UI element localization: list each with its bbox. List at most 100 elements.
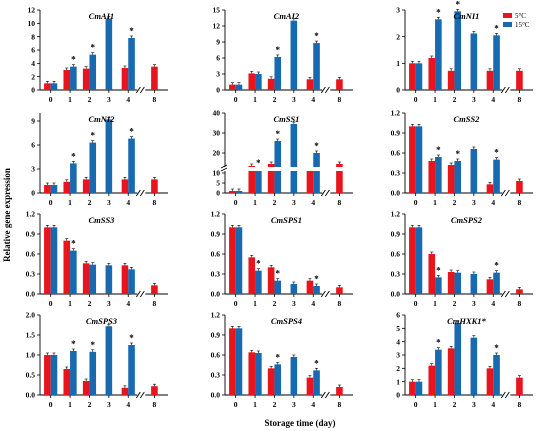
bar-15c-day-2 xyxy=(454,323,462,395)
bar-15c-day-1 xyxy=(255,74,262,90)
bar-15c-day-1 xyxy=(255,353,262,395)
bar-5c-day-2 xyxy=(267,164,275,193)
bar-5c-day-2 xyxy=(82,68,90,90)
significance-star: * xyxy=(494,23,499,33)
x-tick-label: 2 xyxy=(88,299,92,308)
bar-15c-day-2 xyxy=(454,11,462,90)
y-tick-label: 1.2 xyxy=(211,311,221,320)
significance-star: * xyxy=(436,338,441,348)
x-tick-label: 1 xyxy=(253,400,257,409)
bar-15c-day-4 xyxy=(313,286,320,294)
y-tick-label: 30 xyxy=(213,129,221,138)
axis-break-gap xyxy=(502,190,511,196)
x-tick-label: 4 xyxy=(311,400,315,409)
x-tick-label: 1 xyxy=(433,400,437,409)
y-tick-label: 0.9 xyxy=(211,230,221,239)
panel-cmsps2: 0.0 0.3 0.6 0.9 1.2 0 1 2 3 4 8 * * CmSPS2 xyxy=(391,210,533,308)
x-tick-label: 2 xyxy=(273,95,277,104)
bar-15c-day-2 xyxy=(89,142,97,193)
bar-15c-day-0 xyxy=(415,63,423,90)
bar-15c-day-1 xyxy=(255,170,262,193)
x-tick-label: 3 xyxy=(107,95,111,104)
panel-title: CmSPS3 xyxy=(86,316,118,326)
x-tick-label: 4 xyxy=(126,95,130,104)
y-tick-label: 1 xyxy=(396,377,400,386)
bar-15c-day-0 xyxy=(235,191,243,193)
panel-title: CmHXK1* xyxy=(447,316,486,326)
x-tick-label: 8 xyxy=(338,299,342,308)
bar-5c-day-1 xyxy=(248,73,256,90)
bar-5c-day-0 xyxy=(44,227,51,294)
axis-break-gap xyxy=(137,190,146,196)
x-tick-label: 2 xyxy=(88,198,92,207)
bar-15c-day-2 xyxy=(454,161,462,193)
bar-5c-day-2 xyxy=(267,78,275,90)
x-tick-label: 2 xyxy=(453,95,457,104)
x-tick-label: 1 xyxy=(433,198,437,207)
bar-5c-day-1 xyxy=(63,181,71,193)
x-tick-label: 8 xyxy=(338,95,342,104)
bar-5c-day-8 xyxy=(151,386,158,395)
bar-5c-day-0 xyxy=(44,185,51,193)
y-tick-label: 12 xyxy=(213,22,221,31)
bar-15c-day-0 xyxy=(235,227,243,294)
significance-star: * xyxy=(276,269,281,279)
bar-15c-day-3 xyxy=(470,274,478,294)
y-tick-label: 8 xyxy=(31,32,35,41)
axis-break-mark xyxy=(504,290,510,298)
x-tick-label: 1 xyxy=(68,198,72,207)
bar-5c-day-1 xyxy=(248,257,256,294)
bar-5c-day-0 xyxy=(44,83,51,90)
bar-5c-day-8 xyxy=(516,289,523,294)
x-tick-label: 2 xyxy=(453,198,457,207)
bar-15c-day-3 xyxy=(290,20,298,91)
y-tick-label: 0.3 xyxy=(211,371,221,380)
x-tick-label: 0 xyxy=(49,198,53,207)
bar-5c-day-1 xyxy=(428,161,436,193)
significance-star: * xyxy=(276,352,281,362)
y-tick-label: 20 xyxy=(213,149,221,158)
bar-5c-day-8 xyxy=(336,79,343,90)
bar-5c-day-0 xyxy=(409,381,416,395)
y-tick-label: 3 xyxy=(31,165,35,174)
y-tick-label: 0.0 xyxy=(211,391,221,400)
bar-5c-day-0 xyxy=(409,126,416,193)
bar-5c-day-2 xyxy=(82,263,90,294)
panel-cmss2: 0.0 0.3 0.6 0.9 1.2 0 1 2 3 4 8 * * * CmSS2 xyxy=(391,109,533,207)
x-tick-label: 3 xyxy=(292,198,296,207)
bar-15c-day-2 xyxy=(89,351,97,395)
axis-break-mark xyxy=(139,189,145,197)
axis-break-mark xyxy=(504,86,510,94)
legend-label-15c: 15°C xyxy=(515,21,530,29)
y-tick-label: 0.0 xyxy=(26,391,36,400)
x-tick-label: 1 xyxy=(433,95,437,104)
y-tick-label: 0.6 xyxy=(391,149,401,158)
bar-15c-day-1 xyxy=(435,349,442,395)
y-tick-label: 0.0 xyxy=(391,189,401,198)
x-tick-label: 4 xyxy=(491,95,495,104)
legend-swatch-15c xyxy=(503,22,512,27)
axis-break-mark xyxy=(324,189,330,197)
x-tick-label: 3 xyxy=(292,95,296,104)
x-tick-label: 8 xyxy=(153,95,157,104)
bar-5c-day-2 xyxy=(267,368,275,395)
x-tick-label: 1 xyxy=(68,400,72,409)
y-tick-label: 1.2 xyxy=(211,210,221,219)
x-tick-label: 1 xyxy=(253,198,257,207)
bar-15c-day-4 xyxy=(313,153,320,193)
x-tick-label: 4 xyxy=(311,198,315,207)
x-tick-label: 8 xyxy=(518,299,522,308)
y-tick-label: 1.2 xyxy=(391,109,401,118)
axis-break-mark xyxy=(135,290,141,298)
y-tick-label: 1.2 xyxy=(391,210,401,219)
y-tick-label: 3 xyxy=(396,351,400,360)
bar-15c-day-0 xyxy=(415,381,423,395)
bar-5c-day-1 xyxy=(63,70,71,90)
significance-star: * xyxy=(71,55,76,65)
x-tick-label: 4 xyxy=(126,299,130,308)
y-tick-label: 5 xyxy=(216,179,220,188)
y-tick-label: 0.6 xyxy=(211,351,221,360)
x-tick-label: 2 xyxy=(88,95,92,104)
significance-star: * xyxy=(276,45,281,55)
y-tick-label: 0.6 xyxy=(26,250,36,259)
